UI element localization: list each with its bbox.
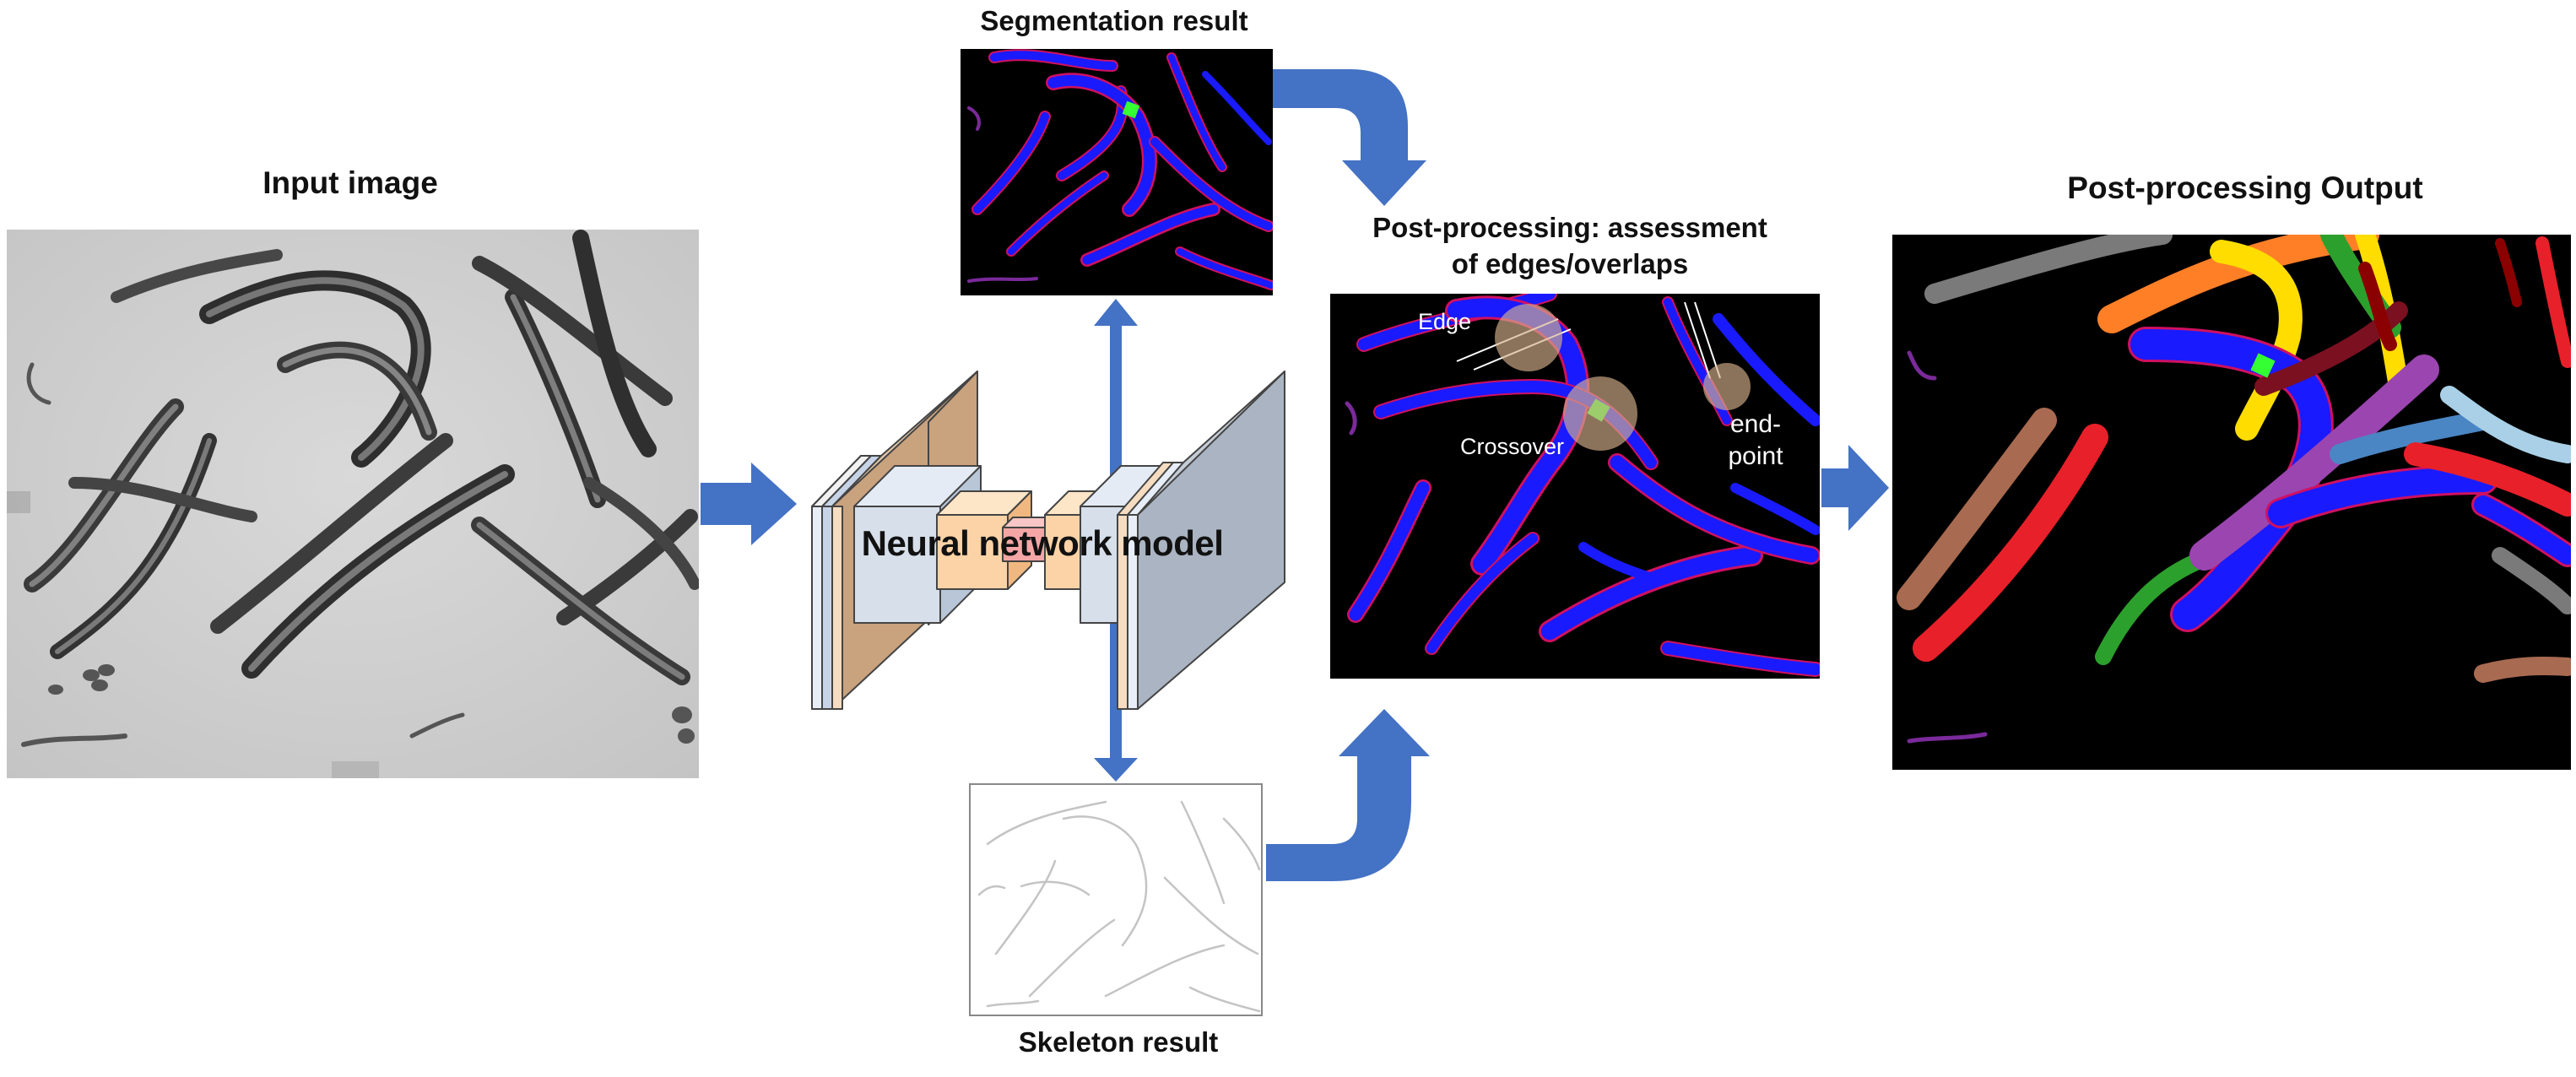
endpoint-annotation-line2: point (1728, 442, 1783, 470)
flow-arrow-icon (1821, 445, 1889, 531)
endpoint-annotation: end- point (1713, 409, 1798, 473)
skeleton-title: Skeleton result (1018, 1026, 1219, 1058)
output-image (1892, 235, 2571, 770)
segmentation-title: Segmentation result (980, 5, 1248, 36)
output-title: Post-processing Output (2067, 170, 2423, 205)
postprocessing-image (1330, 294, 1820, 679)
postprocessing-title: Post-processing: assessment of edges/ove… (1317, 209, 1823, 282)
postprocessing-title-line2: of edges/overlaps (1451, 248, 1689, 279)
flow-arrow-icon (701, 463, 797, 545)
input-image (7, 230, 699, 778)
edge-annotation: Edge (1418, 309, 1472, 334)
crossover-annotation: Crossover (1460, 434, 1565, 459)
segmentation-image (961, 49, 1273, 295)
postprocessing-title-line1: Post-processing: assessment (1372, 212, 1767, 243)
curved-arrow-icon (1273, 69, 1426, 206)
skeleton-image (969, 783, 1263, 1016)
endpoint-annotation-line1: end- (1729, 410, 1782, 438)
curved-arrow-icon (1266, 709, 1430, 881)
network-label: Neural network model (861, 523, 1224, 563)
input-image-title: Input image (262, 165, 438, 200)
